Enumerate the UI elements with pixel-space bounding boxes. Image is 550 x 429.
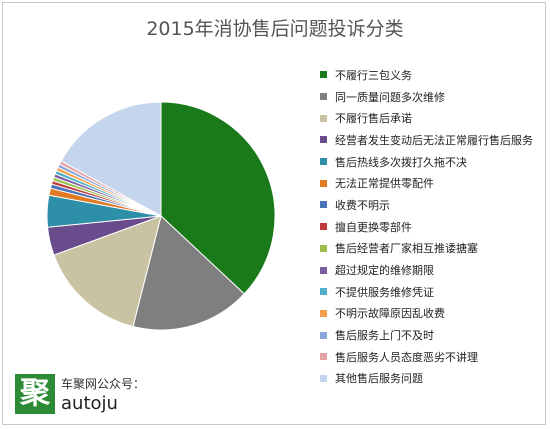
watermark-label: 车聚网公众号： (61, 377, 146, 391)
legend-label: 其他售后服务问题 (335, 372, 423, 386)
legend-item-2: 同一质量问题多次维修 (320, 86, 533, 108)
pie-slice-3 (53, 215, 162, 328)
legend-item-10: 超过规定的维修期限 (320, 259, 533, 281)
legend-item-7: 收费不明示 (320, 194, 533, 216)
legend-item-14: 售后服务人员态度恶劣不讲理 (320, 346, 533, 368)
legend-swatch (320, 158, 327, 166)
legend-swatch (320, 71, 327, 79)
legend-label: 售后服务人员态度恶劣不讲理 (335, 350, 478, 364)
legend-swatch (320, 288, 327, 296)
legend-swatch (320, 374, 327, 382)
watermark-account: autoju (61, 393, 118, 414)
legend-swatch (320, 93, 327, 101)
legend-swatch (320, 309, 327, 317)
legend-item-4: 经营者发生变动后无法正常履行售后服务 (320, 129, 533, 151)
legend-label: 售后热线多次拨打久拖不决 (335, 155, 467, 169)
legend-label: 收费不明示 (335, 198, 390, 212)
legend-label: 不明示故障原因乱收费 (335, 307, 445, 321)
legend-label: 售后经营者厂家相互推诿搪塞 (335, 242, 478, 256)
legend-label: 同一质量问题多次维修 (335, 90, 445, 104)
legend-label: 售后服务上门不及时 (335, 329, 434, 343)
legend-item-12: 不明示故障原因乱收费 (320, 303, 533, 325)
legend-label: 经营者发生变动后无法正常履行售后服务 (335, 133, 533, 147)
pie-slice-15 (60, 101, 162, 217)
chart-title: 2015年消协售后问题投诉分类 (146, 18, 404, 40)
legend-item-15: 其他售后服务问题 (320, 368, 533, 390)
legend-swatch (320, 266, 327, 274)
legend-swatch (320, 201, 327, 209)
legend-label: 无法正常提供零配件 (335, 177, 434, 191)
pie-slice-2 (132, 215, 245, 331)
legend: 不履行三包义务同一质量问题多次维修 不履行售后承诺经营者发生变动后无法正常履行售后… (320, 64, 533, 389)
pie-slice-1 (160, 101, 276, 295)
legend-item-5: 售后热线多次拨打久拖不决 (320, 151, 533, 173)
legend-label: 超过规定的维修期限 (335, 264, 434, 278)
legend-swatch (320, 136, 327, 144)
legend-swatch (320, 223, 327, 231)
legend-item-8: 擅自更换零部件 (320, 216, 533, 238)
legend-item-6: 无法正常提供零配件 (320, 172, 533, 194)
legend-swatch (320, 331, 327, 339)
legend-item-3: 不履行售后承诺 (320, 107, 533, 129)
legend-item-1: 不履行三包义务 (320, 64, 533, 86)
legend-swatch (320, 244, 327, 252)
legend-swatch (320, 353, 327, 361)
legend-label: 不履行售后承诺 (335, 112, 412, 126)
legend-swatch (320, 114, 327, 122)
legend-label: 不提供服务维修凭证 (335, 285, 434, 299)
legend-label: 不履行三包义务 (335, 68, 412, 82)
legend-swatch (320, 179, 327, 187)
legend-item-13: 售后服务上门不及时 (320, 324, 533, 346)
legend-label: 擅自更换零部件 (335, 220, 412, 234)
watermark-logo: 聚 (15, 374, 55, 414)
legend-item-11: 不提供服务维修凭证 (320, 281, 533, 303)
legend-item-9: 售后经营者厂家相互推诿搪塞 (320, 238, 533, 260)
